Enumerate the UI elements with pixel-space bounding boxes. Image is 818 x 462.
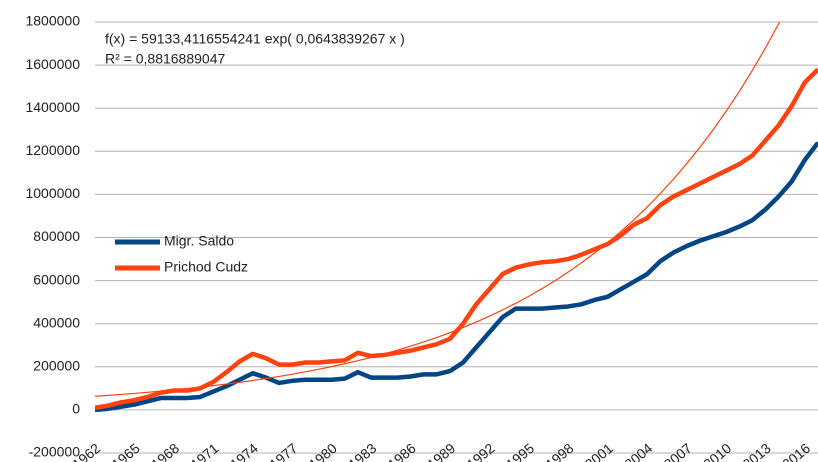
y-tick-label: 1800000	[25, 13, 80, 29]
x-tick-label: 1998	[542, 440, 576, 462]
x-tick-label: 1989	[424, 440, 458, 462]
x-tick-label: 1986	[385, 440, 419, 462]
legend-label: Prichod Cudz	[164, 259, 248, 275]
annotation: f(x) = 59133,4116554241 exp( 0,064383926…	[105, 31, 405, 47]
y-tick-label: 1000000	[25, 185, 80, 201]
y-tick-label: 200000	[33, 358, 80, 374]
x-tick-label: 1995	[503, 440, 537, 462]
y-tick-label: 1200000	[25, 142, 80, 158]
series-line	[95, 67, 818, 410]
y-tick-label: 400000	[33, 314, 80, 330]
legend-label: Migr. Saldo	[164, 233, 234, 249]
x-tick-label: 1980	[306, 440, 340, 462]
x-tick-label: 2007	[661, 440, 695, 462]
y-tick-label: 1600000	[25, 56, 80, 72]
annotation: R² = 0,8816889047	[105, 51, 225, 67]
y-tick-label: 1400000	[25, 99, 80, 115]
y-tick-label: 0	[72, 401, 80, 417]
x-tick-label: 2001	[582, 440, 616, 462]
y-tick-label: -200000	[29, 444, 81, 460]
plot-area	[95, 22, 818, 413]
x-tick-label: 1983	[345, 440, 379, 462]
y-tick-label: 600000	[33, 271, 80, 287]
x-tick-label: 2004	[621, 440, 655, 462]
x-tick-label: 2010	[700, 440, 734, 462]
x-tick-label: 1977	[266, 440, 300, 462]
y-tick-label: 800000	[33, 228, 80, 244]
x-tick-label: 1968	[148, 440, 182, 462]
trend-line	[95, 22, 781, 397]
series-line	[95, 141, 818, 413]
x-tick-label: 1971	[187, 440, 221, 462]
x-tick-label: 1992	[464, 440, 498, 462]
x-tick-label: 1965	[109, 440, 143, 462]
x-tick-label: 1974	[227, 440, 261, 462]
x-tick-label: 2013	[740, 440, 774, 462]
x-tick-label: 2016	[779, 440, 813, 462]
